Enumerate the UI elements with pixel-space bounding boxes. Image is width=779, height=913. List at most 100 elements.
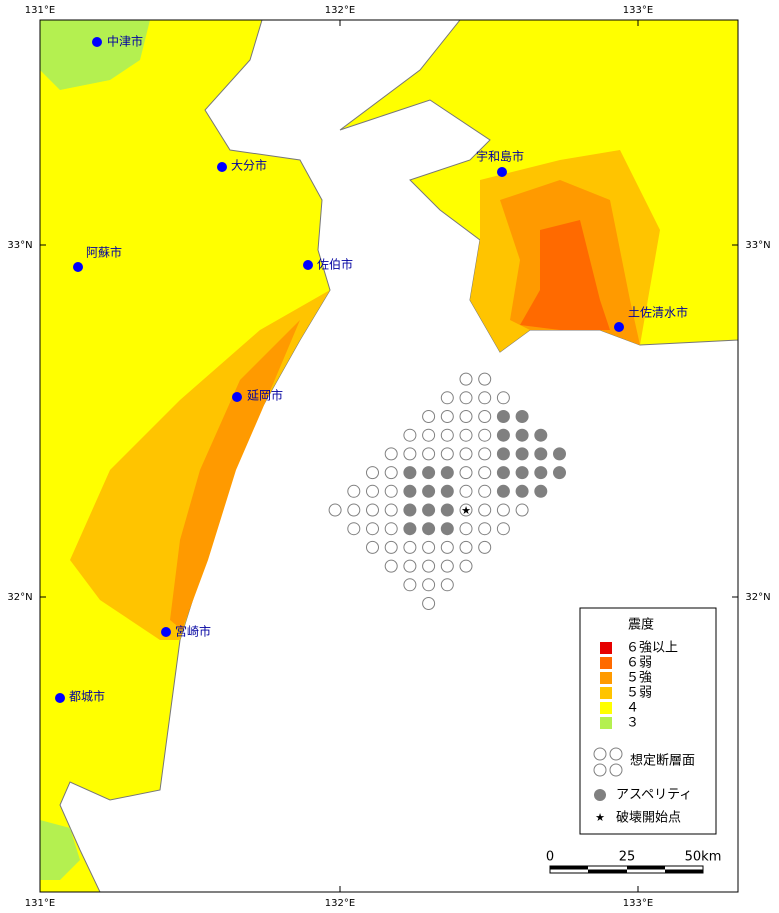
fault-cell — [422, 559, 436, 573]
lon-label: 132°E — [325, 898, 355, 909]
city-dot — [55, 693, 65, 703]
city-dot — [497, 167, 507, 177]
asperity-cell — [403, 484, 417, 498]
asperity-cell — [534, 428, 548, 442]
city-label: 土佐清水市 — [628, 305, 688, 320]
legend-label: ５強 — [626, 671, 652, 686]
legend-label: ４ — [626, 701, 639, 716]
legend-fault-icon — [593, 763, 607, 777]
asperity-cell — [403, 466, 417, 480]
asperity-cell — [534, 447, 548, 461]
legend-swatch — [600, 672, 612, 684]
fault-cell — [496, 503, 510, 517]
asperity-cell — [496, 466, 510, 480]
fault-cell — [403, 578, 417, 592]
fault-cell — [459, 447, 473, 461]
legend-star-icon: ★ — [595, 811, 605, 824]
fault-cell — [459, 503, 473, 517]
fault-cell — [478, 540, 492, 554]
fault-cell — [440, 410, 454, 423]
city-label: 宮崎市 — [175, 624, 211, 639]
fault-cell — [422, 597, 436, 610]
legend-hypocenter: 破壊開始点 — [616, 811, 681, 826]
fault-cell — [366, 484, 379, 498]
legend-fault-icon — [609, 747, 623, 761]
asperity-cell — [403, 522, 417, 536]
city-dot — [232, 392, 242, 402]
legend-asperity-icon — [594, 789, 606, 801]
fault-cell — [496, 522, 510, 536]
fault-cell — [478, 391, 492, 405]
fault-cell — [384, 503, 398, 517]
city-label: 佐伯市 — [317, 257, 353, 272]
fault-cell — [459, 372, 473, 386]
fault-cell — [478, 428, 492, 442]
city-dot — [92, 37, 102, 47]
fault-cell — [478, 447, 492, 461]
fault-cell — [478, 503, 492, 517]
legend-swatch — [600, 717, 612, 729]
city-label: 中津市 — [107, 34, 143, 49]
fault-cell — [459, 410, 473, 423]
legend-title: 震度 — [628, 617, 654, 633]
city-label: 阿蘇市 — [86, 245, 122, 260]
fault-plane: ★ — [328, 372, 566, 610]
fault-cell — [384, 447, 398, 461]
fault-cell — [384, 559, 398, 573]
fault-cell — [478, 372, 492, 386]
fault-cell — [347, 484, 361, 498]
asperity-cell — [515, 428, 529, 442]
city-dot — [161, 627, 171, 637]
legend-label: ６強以上 — [626, 641, 678, 656]
asperity-cell — [440, 484, 454, 498]
fault-cell — [366, 540, 379, 554]
fault-cell — [422, 540, 436, 554]
asperity-cell — [534, 484, 548, 498]
legend-swatch — [600, 657, 612, 669]
fault-cell — [384, 466, 398, 480]
fault-cell — [366, 503, 379, 517]
legend-swatch — [600, 687, 612, 699]
fault-cell — [403, 540, 417, 554]
fault-cell — [347, 522, 361, 536]
lon-label: 133°E — [623, 5, 653, 16]
lon-label: 131°E — [25, 898, 55, 909]
fault-cell — [403, 428, 417, 442]
fault-cell — [440, 391, 454, 405]
lat-label: 33°N — [745, 240, 770, 251]
fault-cell — [459, 559, 473, 573]
fault-cell — [459, 466, 473, 480]
fault-cell — [478, 410, 492, 423]
scale-label: 25 — [619, 850, 636, 865]
fault-cell — [440, 447, 454, 461]
lon-label: 131°E — [25, 5, 55, 16]
asperity-cell — [496, 484, 510, 498]
fault-cell — [515, 503, 529, 517]
fault-cell — [328, 503, 342, 517]
legend-label: ５弱 — [626, 686, 652, 701]
asperity-cell — [496, 410, 510, 423]
scale-seg — [588, 869, 627, 873]
fault-cell — [422, 428, 436, 442]
city-label: 宇和島市 — [476, 149, 524, 164]
fault-cell — [366, 522, 379, 536]
legend-fault: 想定断層面 — [630, 753, 695, 769]
asperity-cell — [515, 447, 529, 461]
hypocenter-star: ★ — [461, 504, 471, 517]
fault-cell — [366, 466, 379, 480]
asperity-cell — [553, 466, 566, 480]
lat-label: 32°N — [745, 592, 770, 603]
asperity-cell — [440, 522, 454, 536]
asperity-cell — [403, 503, 417, 517]
legend-swatch — [600, 702, 612, 714]
city-dot — [73, 262, 83, 272]
fault-cell — [440, 578, 454, 592]
fault-cell — [403, 447, 417, 461]
frame — [39, 19, 739, 893]
asperity-cell — [422, 466, 436, 480]
city-label: 延岡市 — [247, 388, 283, 403]
fault-cell — [403, 559, 417, 573]
lat-label: 32°N — [7, 592, 32, 603]
scale-seg — [665, 869, 703, 873]
